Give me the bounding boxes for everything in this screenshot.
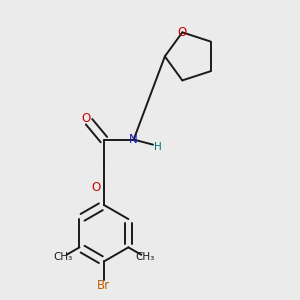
- Text: CH₃: CH₃: [136, 252, 155, 262]
- Text: O: O: [178, 26, 187, 39]
- Text: O: O: [81, 112, 90, 125]
- Text: O: O: [92, 181, 101, 194]
- Text: H: H: [154, 142, 161, 152]
- Text: CH₃: CH₃: [53, 252, 72, 262]
- Text: Br: Br: [98, 279, 110, 292]
- Text: N: N: [129, 133, 138, 146]
